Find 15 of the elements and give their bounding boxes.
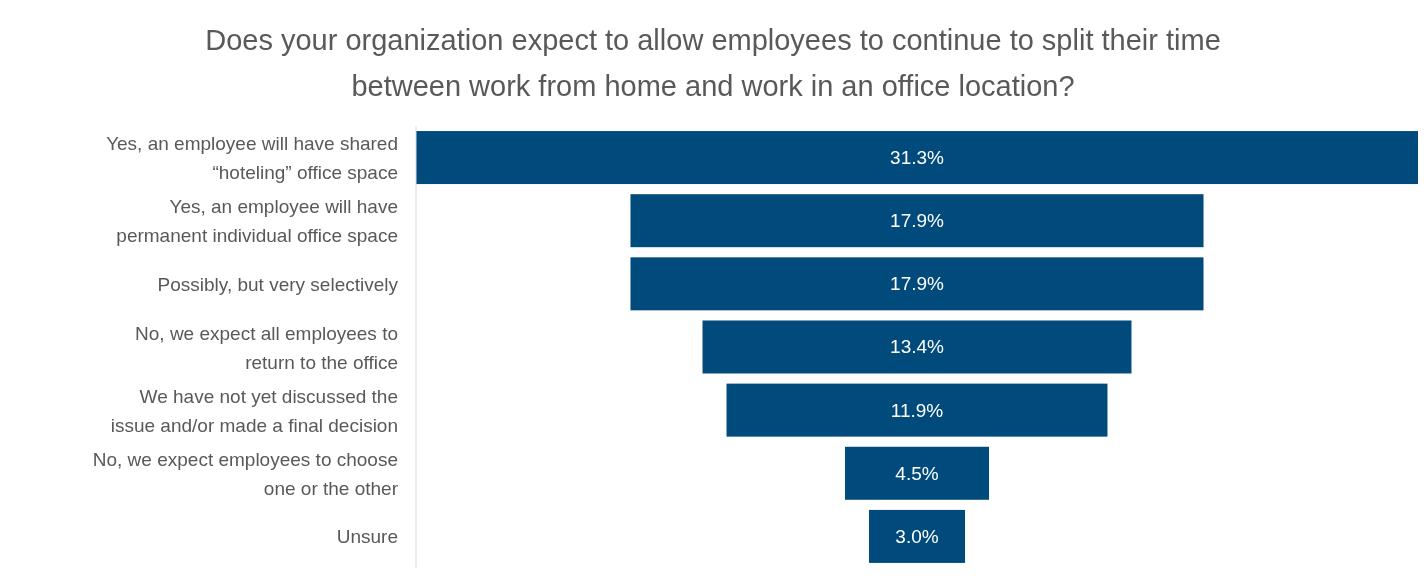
data-label: 17.9% — [890, 210, 945, 232]
category-label: Yes, an employee will have permanent individual office space — [116, 195, 398, 246]
category-label: Possibly, but very selectively — [157, 273, 399, 295]
category-label: No, we expect employees to choose one or the other — [92, 448, 399, 499]
category-label: No, we expect all employees to return to the office — [135, 322, 398, 372]
data-label: 17.9% — [890, 273, 945, 295]
data-label: 4.5% — [895, 462, 939, 484]
data-label: 31.3% — [890, 147, 945, 169]
category-label: We have not yet discussed the issue and/or made a final decision — [110, 385, 398, 436]
category-label: Unsure — [336, 525, 398, 547]
text: Does your organization expect to allow employees to continue to split their time between work from home and work in an office location? — [204, 23, 1222, 104]
data-label: 11.9% — [890, 399, 944, 421]
data-label: 3.0% — [895, 525, 939, 547]
category-label: Yes, an employee will have shared “hoteling” office space — [106, 132, 398, 183]
data-label: 13.4% — [890, 336, 945, 358]
